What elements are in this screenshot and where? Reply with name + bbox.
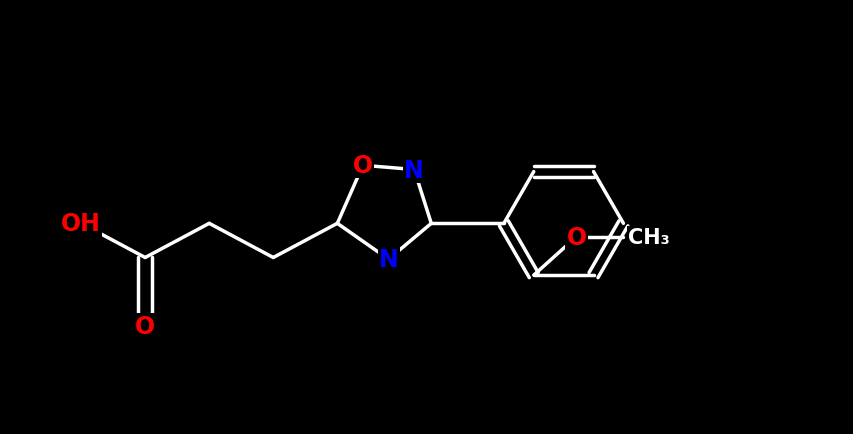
Text: N: N <box>403 158 424 182</box>
Text: OH: OH <box>61 212 101 236</box>
Text: N: N <box>378 248 398 272</box>
Text: O: O <box>352 154 373 178</box>
Text: O: O <box>135 314 155 338</box>
Text: CH₃: CH₃ <box>627 227 669 247</box>
Text: O: O <box>566 225 586 249</box>
